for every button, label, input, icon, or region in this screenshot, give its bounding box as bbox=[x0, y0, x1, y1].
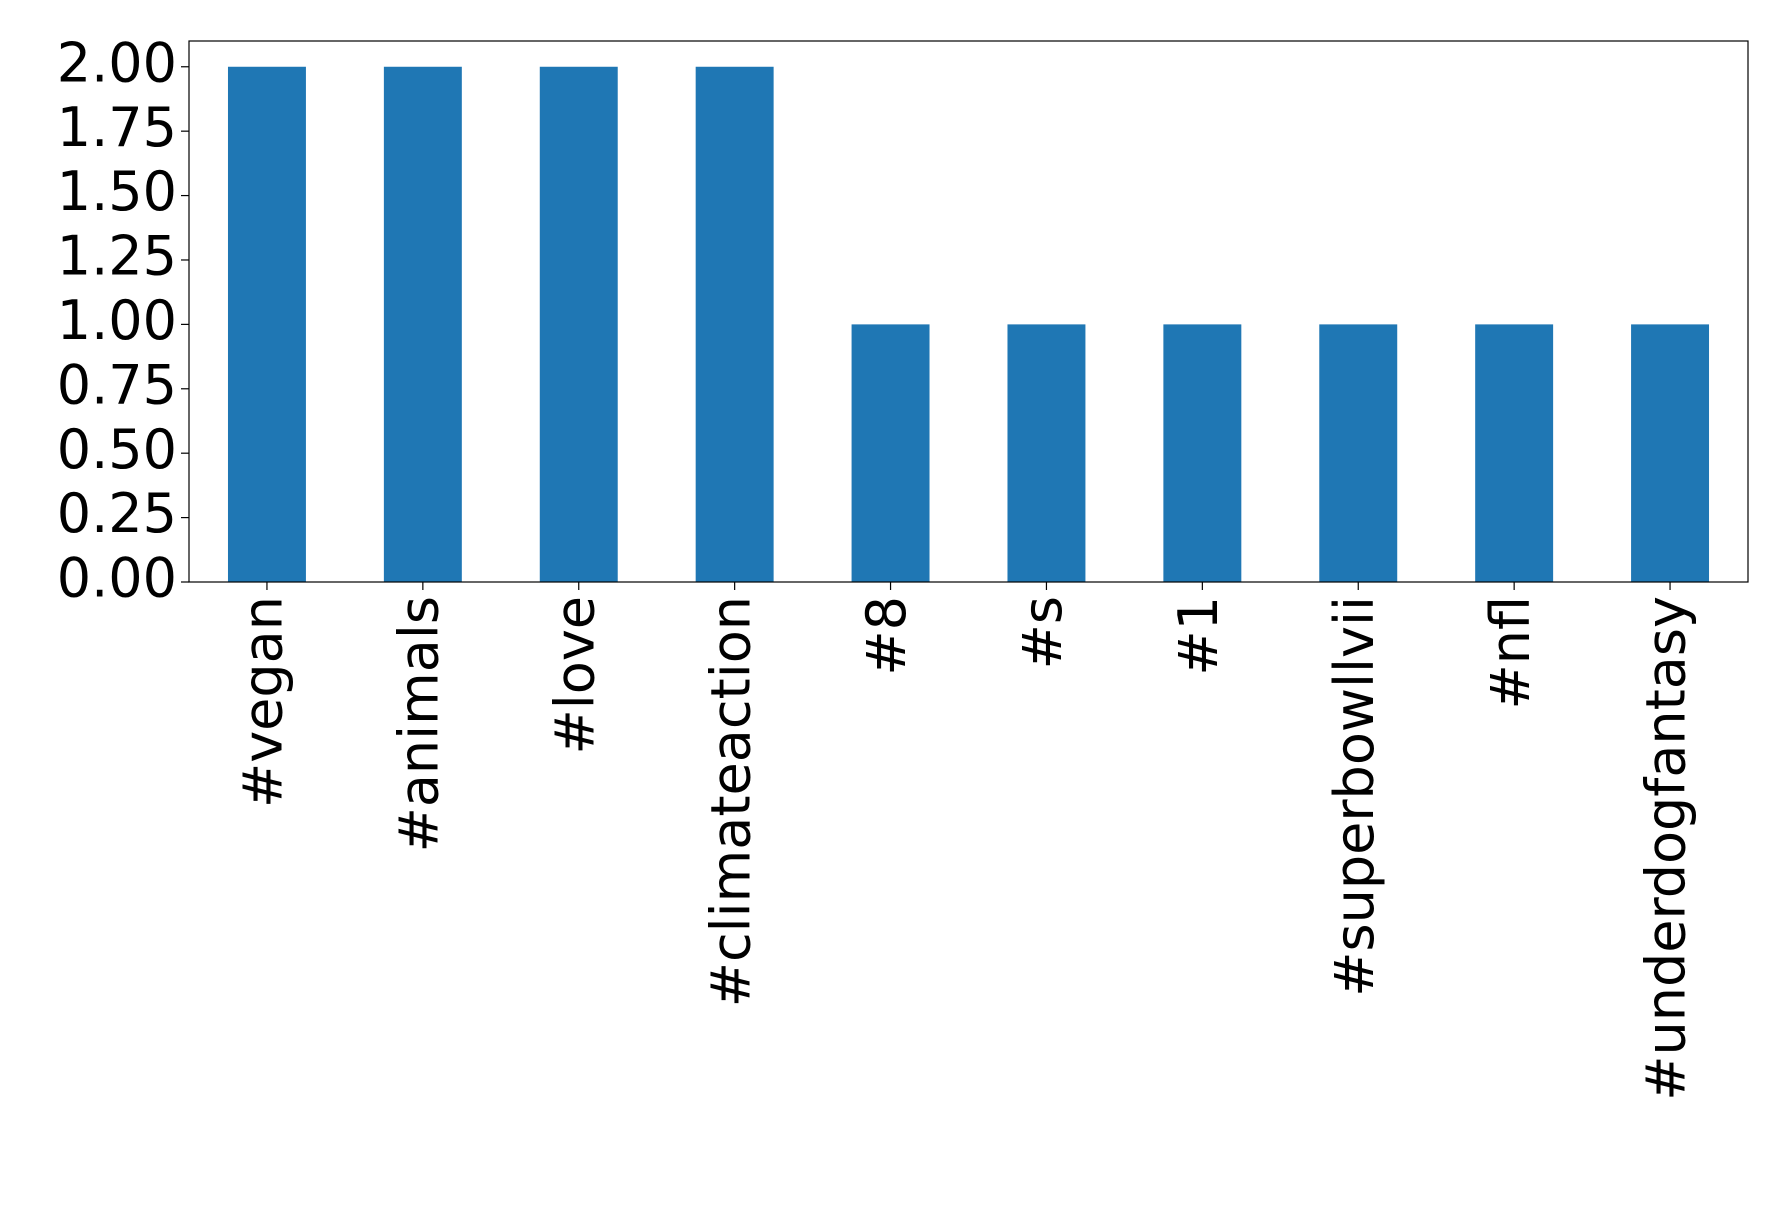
y-tick-label: 1.75 bbox=[57, 96, 177, 159]
x-tick-label: #underdogfantasy bbox=[1635, 596, 1698, 1101]
bar bbox=[383, 66, 462, 582]
x-tick-label: #love bbox=[543, 596, 606, 754]
bar bbox=[1475, 324, 1554, 582]
plot-frame bbox=[188, 40, 1749, 583]
x-tick-label: #vegan bbox=[232, 596, 295, 808]
bar bbox=[227, 66, 306, 582]
x-tick-label: #superbowllvii bbox=[1323, 596, 1386, 997]
bar bbox=[851, 324, 930, 582]
x-tick-label: #animals bbox=[387, 596, 450, 852]
x-tick-label: #climateaction bbox=[699, 596, 762, 1007]
y-tick-label: 0.00 bbox=[57, 547, 177, 610]
x-tick-label: #nfl bbox=[1479, 596, 1542, 709]
x-tick-label: #8 bbox=[855, 596, 918, 676]
y-tick-label: 1.25 bbox=[57, 225, 177, 288]
bar bbox=[1007, 324, 1086, 582]
y-tick-label: 1.00 bbox=[57, 289, 177, 352]
bar bbox=[1631, 324, 1710, 582]
y-tick-label: 1.50 bbox=[57, 160, 177, 223]
y-tick-label: 2.00 bbox=[57, 31, 177, 94]
x-tick-label: #1 bbox=[1167, 596, 1230, 676]
y-tick-label: 0.75 bbox=[57, 353, 177, 416]
y-tick-label: 0.50 bbox=[57, 418, 177, 481]
y-tick-label: 0.25 bbox=[57, 482, 177, 545]
bar bbox=[539, 66, 618, 582]
x-tick-label: #s bbox=[1011, 596, 1074, 669]
bar bbox=[1163, 324, 1242, 582]
bar bbox=[695, 66, 774, 582]
bar bbox=[1319, 324, 1398, 582]
